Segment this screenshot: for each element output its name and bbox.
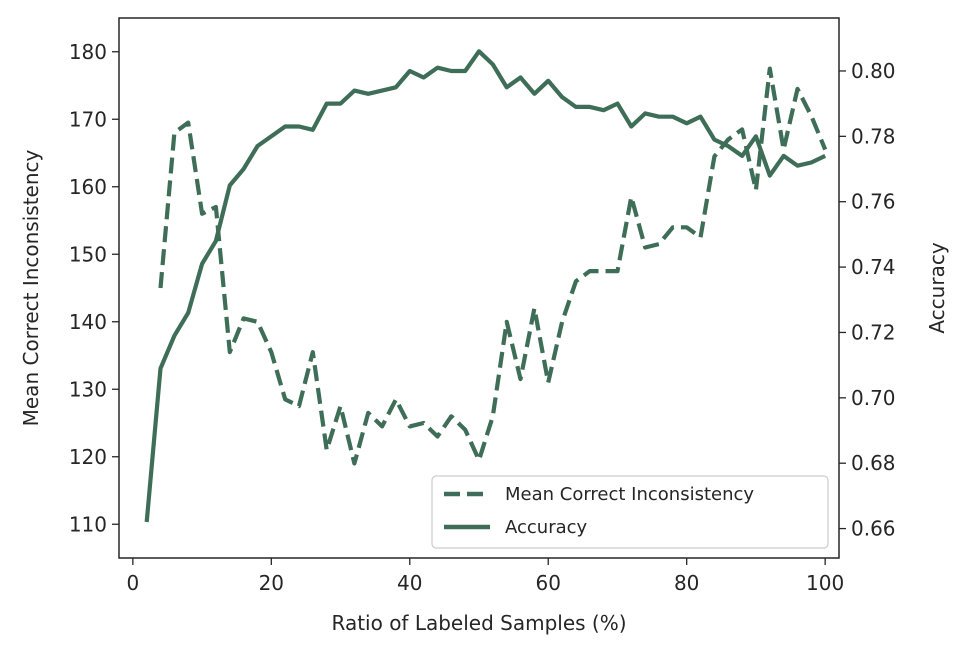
x-tick-label: 100 [806, 571, 844, 595]
series-line-accuracy [144, 49, 827, 523]
right-y-tick-label: 0.70 [851, 386, 896, 410]
right-y-axis: 0.66 0.68 0.70 0.72 0.74 0.76 0.78 0.80 [839, 59, 896, 541]
x-tick-label: 60 [536, 571, 561, 595]
left-y-tick-label: 160 [69, 175, 107, 199]
left-y-tick-label: 170 [69, 107, 107, 131]
legend-label-mean-correct-inconsistency: Mean Correct Inconsistency [505, 484, 754, 505]
right-y-tick-label: 0.80 [851, 59, 896, 83]
legend-label-accuracy: Accuracy [505, 517, 588, 538]
left-y-tick-label: 110 [69, 512, 107, 536]
x-axis: 0 20 40 60 80 100 [126, 558, 844, 595]
plot-frame [118, 17, 840, 559]
left-y-tick-label: 180 [69, 40, 107, 64]
series-layer [144, 49, 828, 523]
legend: Mean Correct Inconsistency Accuracy [431, 475, 829, 549]
left-y-tick-label: 150 [69, 242, 107, 266]
x-tick-label: 20 [259, 571, 284, 595]
legend-frame [431, 475, 829, 549]
x-tick-label: 80 [674, 571, 699, 595]
right-y-tick-label: 0.78 [851, 124, 896, 148]
right-y-axis-label: Accuracy [925, 242, 949, 333]
left-y-tick-label: 130 [69, 377, 107, 401]
series-line-mean-correct-inconsistency [158, 66, 828, 466]
x-tick-label: 40 [397, 571, 422, 595]
right-y-tick-label: 0.76 [851, 190, 896, 214]
left-y-axis-label: Mean Correct Inconsistency [19, 149, 43, 426]
left-y-axis: 110 120 130 140 150 160 170 180 [69, 40, 119, 536]
right-y-tick-label: 0.66 [851, 517, 896, 541]
right-y-tick-label: 0.74 [851, 255, 896, 279]
left-y-tick-label: 120 [69, 445, 107, 469]
plot-area [118, 17, 840, 559]
x-tick-label: 0 [126, 571, 139, 595]
x-axis-label: Ratio of Labeled Samples (%) [331, 611, 626, 635]
left-y-tick-label: 140 [69, 310, 107, 334]
right-y-tick-label: 0.68 [851, 451, 896, 475]
right-y-tick-label: 0.72 [851, 320, 896, 344]
